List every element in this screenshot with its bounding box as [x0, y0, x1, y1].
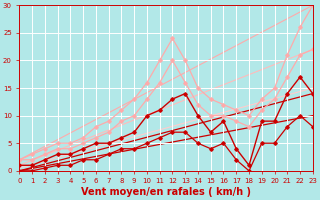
- X-axis label: Vent moyen/en rafales ( km/h ): Vent moyen/en rafales ( km/h ): [81, 187, 251, 197]
